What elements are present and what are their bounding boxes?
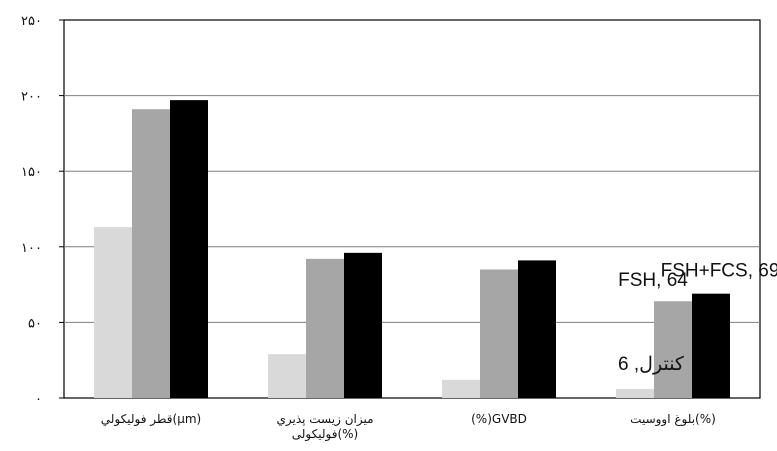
x-category-label: بلوغ اووسيت(%)	[630, 412, 716, 427]
data-label: FSH+FCS, 69	[661, 261, 777, 282]
x-category-label: فوليکولی(%)	[292, 427, 358, 442]
bar	[268, 354, 306, 398]
data-label: کنترل, 6	[618, 354, 685, 375]
bar	[94, 227, 132, 398]
x-category-label: قطر فوليکولي(µm)	[101, 412, 201, 427]
bar	[616, 388, 654, 398]
bar	[480, 269, 518, 398]
bar	[442, 379, 480, 398]
y-tick-label: ١٠٠	[21, 241, 42, 256]
x-category-label: (%)GVBD	[471, 412, 527, 426]
bar	[654, 301, 692, 398]
y-tick-label: ١۵٠	[21, 165, 42, 180]
y-tick-label: ۵٠	[28, 316, 42, 331]
data-label: FSH, 64	[618, 270, 688, 291]
plot-border	[63, 19, 761, 399]
bar	[132, 109, 170, 398]
bar	[344, 252, 382, 398]
bar	[692, 293, 730, 398]
y-tick-label: ٠	[35, 392, 42, 407]
bar	[518, 260, 556, 398]
x-category-label: ميزان زيست پذيري	[276, 412, 373, 427]
bar	[306, 258, 344, 398]
y-tick-label: ٢٠٠	[21, 90, 42, 105]
bar	[170, 100, 208, 399]
y-tick-label: ٢۵٠	[21, 14, 42, 29]
